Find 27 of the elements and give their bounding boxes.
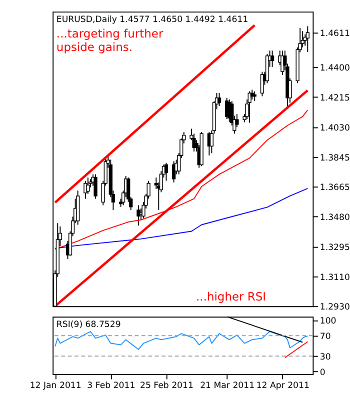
y-tick-label: 1.4030 [320, 123, 350, 134]
y-tick-label: 1.3665 [320, 182, 350, 193]
annotation: ...higher RSI [196, 289, 266, 304]
annotation: ...targeting further upside gains. [56, 26, 164, 54]
y-tick-label: 1.4400 [320, 63, 350, 74]
chart-title: RSI(9) 68.7529 [56, 320, 121, 330]
y-tick-label: 1.3295 [320, 243, 350, 254]
y-tick-label: 70 [320, 332, 331, 342]
y-tick-label: 1.4611 [320, 28, 350, 39]
candlestick [252, 90, 256, 102]
x-tick-label: 25 Feb 2011 [140, 380, 194, 391]
y-tick-label: 30 [320, 352, 331, 362]
candlestick [192, 133, 196, 152]
candlestick [217, 92, 222, 106]
x-tick-label: 3 Feb 2011 [87, 380, 136, 391]
y-tick-label: 1.3845 [320, 154, 350, 164]
chart-title: EURUSD,Daily 1.4577 1.4650 1.4492 1.4611 [56, 15, 248, 26]
line-series [54, 331, 308, 350]
y-tick-label: 1.2930 [320, 302, 350, 312]
y-tick-label: 0 [320, 368, 326, 378]
y-tick-label: 1.4215 [320, 93, 350, 104]
y-tick-label: 100 [320, 316, 336, 327]
x-tick-label: 21 Mar 2011 [200, 380, 255, 391]
x-tick-label: 12 Jan 2011 [30, 380, 82, 391]
x-tick-label: 12 Apr 2011 [256, 380, 310, 391]
y-tick-label: 1.3110 [320, 273, 350, 284]
y-tick-label: 1.3480 [320, 212, 350, 223]
